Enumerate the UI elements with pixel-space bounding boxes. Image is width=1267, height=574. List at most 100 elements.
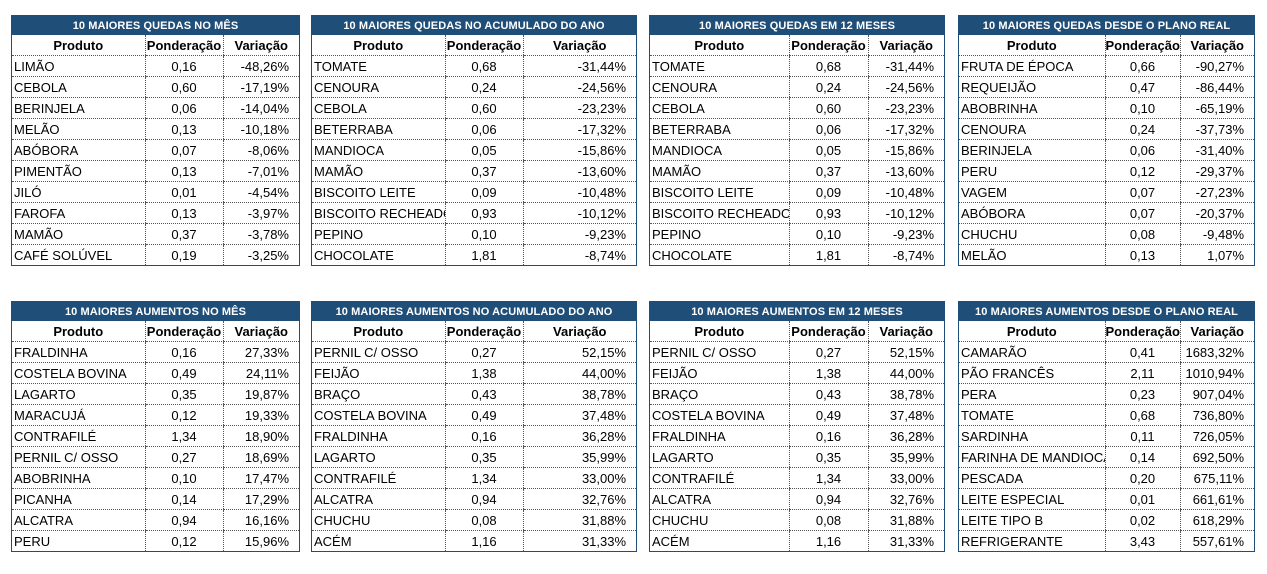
table-row: MELÃO 0,13 -10,18%	[12, 118, 299, 140]
variacao-cell: 17,29%	[222, 488, 299, 510]
variacao-cell: 52,15%	[522, 341, 637, 363]
ponderacao-cell: 0,12	[144, 404, 223, 426]
produto-cell: ALCATRA	[650, 488, 789, 510]
produto-cell: ABOBRINHA	[959, 97, 1105, 119]
variacao-cell: -48,26%	[222, 55, 299, 77]
table-title: 10 MAIORES QUEDAS NO ACUMULADO DO ANO	[312, 16, 637, 35]
ponderacao-cell: 0,13	[144, 118, 223, 140]
variacao-cell: -10,18%	[222, 118, 299, 140]
produto-cell: PERNIL C/ OSSO	[312, 341, 445, 363]
produto-cell: CAFÉ SOLÚVEL	[14, 247, 113, 263]
produto-cell: LAGARTO	[312, 446, 445, 468]
table-row: CENOURA 0,24 -24,56%	[312, 76, 637, 98]
table-row: BETERRABA 0,06 -17,32%	[650, 118, 945, 140]
variacao-cell: -23,23%	[522, 97, 637, 119]
ponderacao-cell: 0,14	[1104, 446, 1180, 468]
variacao-cell: 38,78%	[867, 383, 944, 405]
ponderacao-cell: 0,68	[1104, 404, 1180, 426]
table-row: FRALDINHA 0,16 36,28%	[312, 425, 637, 447]
ponderacao-cell: 0,37	[144, 223, 223, 245]
produto-cell: COSTELA BOVINA	[12, 362, 145, 384]
ponderacao-cell: 0,37	[444, 160, 523, 182]
col-variacao: Variação	[867, 321, 944, 342]
produto-cell: REQUEIJÃO	[959, 76, 1105, 98]
ponderacao-cell: 0,94	[144, 509, 223, 531]
table-row: ABÓBORA 0,07 -8,06%	[12, 139, 299, 161]
ponderacao-cell: 0,19	[144, 244, 223, 265]
produto-cell: CHOCOLATE	[314, 247, 394, 263]
table-title: 10 MAIORES AUMENTOS NO MÊS	[12, 302, 299, 321]
variacao-cell: 736,80%	[1179, 404, 1255, 426]
ponderacao-cell: 0,94	[444, 488, 523, 510]
table-row: CHOCOLATE 1,81 -8,74%	[650, 244, 945, 265]
variacao-cell: 1,07%	[1179, 244, 1255, 265]
table-row: LAGARTO 0,35 35,99%	[312, 446, 637, 468]
produto-cell: FRALDINHA	[12, 341, 145, 363]
produto-cell: BISCOITO RECHEADO	[650, 202, 789, 224]
variacao-cell: 31,33%	[522, 530, 637, 551]
table-row: REQUEIJÃO 0,47 -86,44%	[959, 76, 1255, 98]
table-row: CHUCHU 0,08 31,88%	[650, 509, 944, 531]
table-quedas-12-meses: 10 MAIORES QUEDAS EM 12 MESES Produto Po…	[649, 15, 946, 266]
table-row: MAMÃO 0,37 -3,78%	[12, 223, 299, 245]
variacao-cell: -7,01%	[222, 160, 299, 182]
data-table: 10 MAIORES AUMENTOS EM 12 MESES Produto …	[650, 302, 944, 551]
table-title: 10 MAIORES QUEDAS DESDE O PLANO REAL	[959, 16, 1255, 35]
ponderacao-cell: 0,60	[788, 97, 868, 119]
ponderacao-cell: 0,43	[444, 383, 523, 405]
ponderacao-cell: 0,24	[1104, 118, 1180, 140]
variacao-cell: 37,48%	[522, 404, 637, 426]
ponderacao-cell: 0,12	[144, 530, 223, 551]
produto-cell: FRALDINHA	[312, 425, 445, 447]
table-row: PEPINO 0,10 -9,23%	[650, 223, 945, 245]
ponderacao-cell: 0,94	[788, 488, 868, 510]
produto-cell: CONTRAFILÉ	[312, 467, 445, 489]
variacao-cell: 15,96%	[222, 530, 299, 551]
table-row: ALCATRA 0,94 16,16%	[12, 509, 299, 531]
variacao-cell: -9,23%	[867, 223, 945, 245]
variacao-cell: 557,61%	[1179, 530, 1255, 551]
ponderacao-cell: 0,11	[1104, 425, 1180, 447]
produto-cell: PERA	[959, 383, 1105, 405]
ponderacao-cell: 1,34	[788, 467, 868, 489]
table-row: CEBOLA 0,60 -23,23%	[312, 97, 637, 119]
col-ponderacao: Ponderação	[144, 35, 223, 56]
table-row: PEPINO 0,10 -9,23%	[312, 223, 637, 245]
variacao-cell: -37,73%	[1179, 118, 1255, 140]
produto-cell: LEITE ESPECIAL	[959, 488, 1105, 510]
produto-cell: MELÃO	[961, 247, 1007, 263]
ponderacao-cell: 0,06	[1104, 139, 1180, 161]
ponderacao-cell: 0,05	[444, 139, 523, 161]
table-row: MARACUJÁ 0,12 19,33%	[12, 404, 299, 426]
table-row: VAGEM 0,07 -27,23%	[959, 181, 1255, 203]
variacao-cell: -9,23%	[522, 223, 637, 245]
ponderacao-cell: 0,10	[788, 223, 868, 245]
produto-cell: PERNIL C/ OSSO	[12, 446, 145, 468]
data-table: 10 MAIORES AUMENTOS NO ACUMULADO DO ANO …	[312, 302, 637, 551]
col-produto: Produto	[959, 35, 1105, 56]
produto-cell: ALCATRA	[312, 488, 445, 510]
table-quedas-mes: 10 MAIORES QUEDAS NO MÊS Produto Pondera…	[11, 15, 300, 266]
produto-cell: BISCOITO RECHEADO	[312, 202, 445, 224]
ponderacao-cell: 0,12	[1104, 160, 1180, 182]
produto-cell: PERNIL C/ OSSO	[650, 341, 789, 363]
col-variacao: Variação	[522, 35, 637, 56]
table-row: CONTRAFILÉ 1,34 33,00%	[650, 467, 944, 489]
variacao-cell: 33,00%	[867, 467, 944, 489]
col-variacao: Variação	[1179, 35, 1255, 56]
ponderacao-cell: 0,01	[144, 181, 223, 203]
table-row: PICANHA 0,14 17,29%	[12, 488, 299, 510]
table-aumentos-12-meses: 10 MAIORES AUMENTOS EM 12 MESES Produto …	[649, 301, 945, 552]
table-row: FAROFA 0,13 -3,97%	[12, 202, 299, 224]
variacao-cell: -17,32%	[867, 118, 945, 140]
variacao-cell: -8,74%	[867, 244, 945, 265]
table-row: COSTELA BOVINA 0,49 24,11%	[12, 362, 299, 384]
ponderacao-cell: 0,07	[1104, 202, 1180, 224]
col-produto: Produto	[959, 321, 1105, 342]
produto-cell: MAMÃO	[650, 160, 789, 182]
table-row: FARINHA DE MANDIOCA 0,14 692,50%	[959, 446, 1255, 468]
table-row: FEIJÃO 1,38 44,00%	[650, 362, 944, 384]
ponderacao-cell: 0,47	[1104, 76, 1180, 98]
table-row: FRALDINHA 0,16 27,33%	[12, 341, 299, 363]
produto-cell: FEIJÃO	[312, 362, 445, 384]
